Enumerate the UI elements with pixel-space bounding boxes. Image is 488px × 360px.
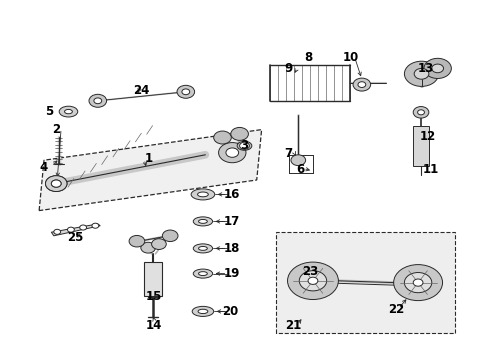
Circle shape bbox=[89, 94, 106, 107]
Circle shape bbox=[225, 148, 238, 157]
Circle shape bbox=[357, 82, 365, 87]
Ellipse shape bbox=[198, 309, 207, 314]
Circle shape bbox=[45, 176, 67, 192]
Circle shape bbox=[182, 89, 189, 95]
Circle shape bbox=[51, 180, 61, 187]
Circle shape bbox=[151, 239, 166, 249]
Ellipse shape bbox=[191, 189, 214, 200]
Text: 12: 12 bbox=[419, 130, 435, 143]
Circle shape bbox=[92, 223, 99, 228]
Circle shape bbox=[412, 107, 428, 118]
Circle shape bbox=[290, 155, 305, 166]
Circle shape bbox=[51, 180, 61, 187]
Ellipse shape bbox=[64, 109, 72, 114]
Circle shape bbox=[67, 227, 74, 232]
Ellipse shape bbox=[198, 272, 207, 275]
Circle shape bbox=[141, 242, 155, 253]
Text: 22: 22 bbox=[387, 303, 404, 316]
Circle shape bbox=[129, 235, 144, 247]
Ellipse shape bbox=[193, 244, 212, 253]
Circle shape bbox=[417, 110, 424, 115]
Text: 21: 21 bbox=[285, 319, 301, 332]
Bar bbox=[144, 262, 162, 296]
Polygon shape bbox=[276, 232, 454, 333]
Text: 8: 8 bbox=[304, 51, 311, 64]
Text: 15: 15 bbox=[145, 291, 162, 303]
Circle shape bbox=[404, 273, 431, 293]
Text: 13: 13 bbox=[416, 62, 433, 75]
Text: 4: 4 bbox=[40, 161, 48, 174]
Text: 3: 3 bbox=[240, 139, 248, 152]
Ellipse shape bbox=[192, 306, 213, 316]
Ellipse shape bbox=[193, 217, 212, 226]
Bar bbox=[412, 126, 428, 166]
Circle shape bbox=[299, 271, 326, 291]
Text: 6: 6 bbox=[296, 163, 304, 176]
Polygon shape bbox=[39, 130, 261, 211]
Circle shape bbox=[230, 127, 248, 140]
Circle shape bbox=[393, 265, 442, 301]
Circle shape bbox=[177, 85, 194, 98]
Ellipse shape bbox=[198, 247, 207, 250]
Circle shape bbox=[54, 229, 61, 234]
Text: 1: 1 bbox=[145, 152, 153, 165]
Text: 7: 7 bbox=[284, 147, 292, 159]
Text: 9: 9 bbox=[284, 62, 292, 75]
Circle shape bbox=[213, 131, 231, 144]
Circle shape bbox=[94, 98, 102, 104]
Ellipse shape bbox=[193, 269, 212, 278]
Text: 20: 20 bbox=[221, 305, 238, 318]
Circle shape bbox=[431, 64, 443, 73]
Text: 18: 18 bbox=[224, 242, 240, 255]
Circle shape bbox=[239, 142, 249, 149]
Ellipse shape bbox=[237, 141, 251, 150]
Circle shape bbox=[45, 176, 67, 192]
Ellipse shape bbox=[59, 106, 78, 117]
Circle shape bbox=[404, 61, 438, 86]
Circle shape bbox=[218, 143, 245, 163]
Circle shape bbox=[80, 225, 86, 230]
Text: 14: 14 bbox=[145, 319, 162, 332]
Text: 23: 23 bbox=[302, 265, 318, 278]
Text: 25: 25 bbox=[67, 231, 84, 244]
Circle shape bbox=[413, 68, 428, 79]
Circle shape bbox=[287, 262, 338, 300]
Circle shape bbox=[412, 279, 422, 286]
Text: 5: 5 bbox=[45, 105, 53, 118]
Text: 11: 11 bbox=[421, 163, 438, 176]
Text: 10: 10 bbox=[342, 51, 359, 64]
Circle shape bbox=[352, 78, 370, 91]
Text: 17: 17 bbox=[224, 215, 240, 228]
Polygon shape bbox=[51, 224, 100, 236]
Text: 2: 2 bbox=[52, 123, 60, 136]
Ellipse shape bbox=[198, 220, 207, 223]
Ellipse shape bbox=[197, 192, 208, 197]
Circle shape bbox=[162, 230, 178, 242]
Circle shape bbox=[423, 58, 450, 78]
Circle shape bbox=[307, 277, 317, 284]
Text: 16: 16 bbox=[224, 188, 240, 201]
Text: 24: 24 bbox=[133, 84, 150, 96]
Text: 19: 19 bbox=[224, 267, 240, 280]
